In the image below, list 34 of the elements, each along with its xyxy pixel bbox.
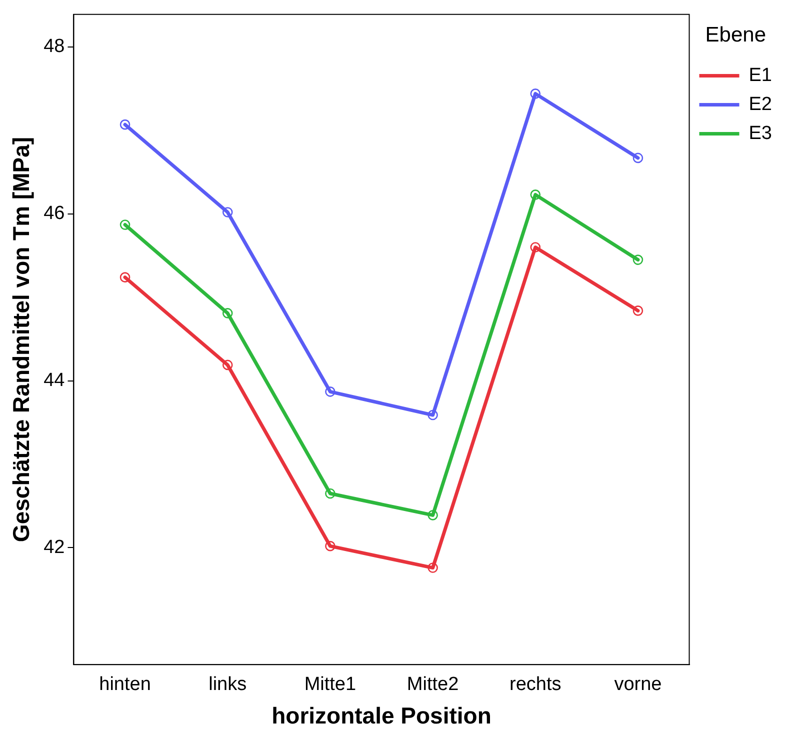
point xyxy=(325,386,336,397)
point xyxy=(428,510,438,520)
point xyxy=(222,308,233,318)
point xyxy=(632,306,644,316)
y-tick-label: 44 xyxy=(44,370,66,392)
legend-title: Ebene xyxy=(705,23,766,46)
x-tick-label: vorne xyxy=(614,674,662,696)
x-axis-title: horizontale Position xyxy=(272,702,492,729)
x-tick-label: rechts xyxy=(510,674,562,696)
point xyxy=(325,540,336,552)
point xyxy=(222,360,233,370)
point xyxy=(325,488,336,499)
x-tick-label: links xyxy=(208,674,247,696)
y-tick-label: 48 xyxy=(44,36,65,58)
x-tick-label: hinten xyxy=(99,674,151,696)
point xyxy=(530,88,541,99)
legend-label: E1 xyxy=(748,64,772,86)
point xyxy=(120,220,130,230)
y-axis-title: Geschätzte Randmittel von Tm [MPa] xyxy=(8,136,34,542)
legend-label: E2 xyxy=(748,94,772,115)
point xyxy=(530,242,541,252)
point xyxy=(120,119,130,130)
point xyxy=(222,207,233,218)
point xyxy=(428,562,438,573)
x-tick-label: Mitte2 xyxy=(406,674,459,696)
legend-label: E3 xyxy=(748,122,772,144)
y-tick-label: 46 xyxy=(44,203,65,224)
point xyxy=(632,254,644,265)
point xyxy=(428,410,438,420)
x-tick-label: Mitte1 xyxy=(304,674,356,696)
point xyxy=(120,272,130,282)
point xyxy=(530,190,541,200)
y-tick-label: 42 xyxy=(44,536,65,558)
point xyxy=(632,152,644,164)
